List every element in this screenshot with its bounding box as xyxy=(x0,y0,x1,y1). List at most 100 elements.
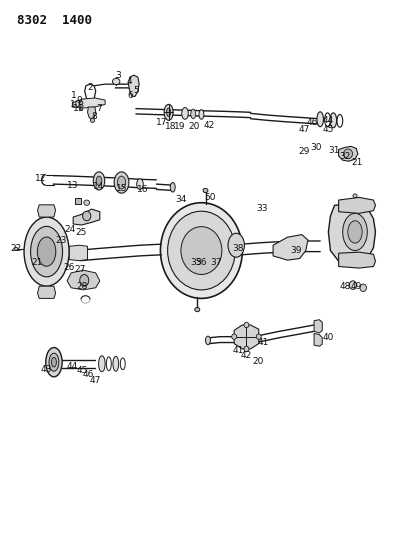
Text: 36: 36 xyxy=(196,259,207,267)
Text: 35: 35 xyxy=(190,258,201,266)
Text: 40: 40 xyxy=(323,333,334,342)
Ellipse shape xyxy=(199,110,204,119)
Text: 15: 15 xyxy=(116,184,127,193)
Ellipse shape xyxy=(168,211,235,290)
Polygon shape xyxy=(73,209,100,225)
Text: 17: 17 xyxy=(155,118,167,127)
Text: 27: 27 xyxy=(74,265,85,274)
Text: 22: 22 xyxy=(11,244,22,253)
Ellipse shape xyxy=(84,200,90,205)
Text: 4: 4 xyxy=(127,77,132,86)
Text: 12: 12 xyxy=(35,174,46,183)
Text: 45: 45 xyxy=(323,125,334,134)
Polygon shape xyxy=(314,320,322,333)
Ellipse shape xyxy=(113,78,120,85)
Ellipse shape xyxy=(182,108,188,119)
Text: 30: 30 xyxy=(310,143,322,152)
Text: 25: 25 xyxy=(75,228,86,237)
Ellipse shape xyxy=(15,247,18,251)
Text: 38: 38 xyxy=(233,245,244,254)
Ellipse shape xyxy=(206,336,210,345)
Ellipse shape xyxy=(137,179,143,189)
Ellipse shape xyxy=(49,353,59,371)
Text: 49: 49 xyxy=(351,282,362,291)
Polygon shape xyxy=(75,198,81,204)
Text: 1: 1 xyxy=(71,91,76,100)
Ellipse shape xyxy=(360,284,367,292)
Text: 33: 33 xyxy=(256,204,268,213)
Ellipse shape xyxy=(344,149,353,159)
Ellipse shape xyxy=(90,118,95,123)
Ellipse shape xyxy=(99,356,105,372)
Polygon shape xyxy=(339,252,376,268)
Ellipse shape xyxy=(79,104,83,108)
Text: 46: 46 xyxy=(83,370,94,379)
Text: 19: 19 xyxy=(174,122,185,131)
Text: 50: 50 xyxy=(204,193,215,202)
Ellipse shape xyxy=(83,211,91,221)
Polygon shape xyxy=(314,334,322,346)
Ellipse shape xyxy=(203,188,208,192)
Text: 34: 34 xyxy=(175,195,187,204)
Ellipse shape xyxy=(114,172,129,193)
Ellipse shape xyxy=(79,108,83,110)
Text: 31: 31 xyxy=(329,146,340,155)
Text: 13: 13 xyxy=(67,181,78,190)
Text: 28: 28 xyxy=(76,282,88,291)
Ellipse shape xyxy=(24,217,69,286)
Text: 47: 47 xyxy=(298,125,309,134)
Ellipse shape xyxy=(256,334,261,340)
Text: 14: 14 xyxy=(93,182,105,191)
Polygon shape xyxy=(67,270,100,290)
Text: 42: 42 xyxy=(241,351,252,360)
Ellipse shape xyxy=(349,281,357,289)
Polygon shape xyxy=(37,205,55,217)
Text: 29: 29 xyxy=(298,147,309,156)
Text: 23: 23 xyxy=(55,237,67,246)
Polygon shape xyxy=(129,75,139,96)
Text: 20: 20 xyxy=(188,122,200,131)
Polygon shape xyxy=(328,203,376,264)
Text: 5: 5 xyxy=(133,85,139,94)
Text: 11: 11 xyxy=(73,104,85,113)
Polygon shape xyxy=(69,245,88,261)
Ellipse shape xyxy=(181,227,222,274)
Text: 42: 42 xyxy=(203,120,215,130)
Ellipse shape xyxy=(37,237,56,266)
Text: 3: 3 xyxy=(115,70,121,79)
Ellipse shape xyxy=(164,104,173,120)
Ellipse shape xyxy=(170,182,175,192)
Text: 24: 24 xyxy=(65,225,76,234)
Text: 6: 6 xyxy=(127,91,133,100)
Text: 41: 41 xyxy=(257,338,268,347)
Text: 18: 18 xyxy=(165,122,176,131)
Polygon shape xyxy=(88,107,96,119)
Text: 2: 2 xyxy=(87,83,93,92)
Ellipse shape xyxy=(353,194,357,198)
Text: 26: 26 xyxy=(63,263,75,272)
Ellipse shape xyxy=(166,108,171,117)
Ellipse shape xyxy=(160,203,242,298)
Ellipse shape xyxy=(120,358,125,369)
Ellipse shape xyxy=(51,358,56,367)
Polygon shape xyxy=(339,147,358,161)
Text: 16: 16 xyxy=(137,185,149,194)
Ellipse shape xyxy=(337,115,343,127)
Ellipse shape xyxy=(348,221,362,243)
Text: 45: 45 xyxy=(77,366,88,375)
Ellipse shape xyxy=(46,348,62,377)
Ellipse shape xyxy=(118,176,126,189)
Ellipse shape xyxy=(228,233,245,257)
Text: 21: 21 xyxy=(351,158,363,167)
Polygon shape xyxy=(72,98,105,108)
Text: 39: 39 xyxy=(290,246,301,255)
Polygon shape xyxy=(273,235,308,260)
Ellipse shape xyxy=(232,334,237,340)
Text: 20: 20 xyxy=(252,357,263,366)
Ellipse shape xyxy=(113,357,119,371)
Text: 44: 44 xyxy=(67,362,78,371)
Text: 9: 9 xyxy=(76,96,82,105)
Text: 8: 8 xyxy=(91,111,97,120)
Text: 47: 47 xyxy=(89,376,101,385)
Text: 43: 43 xyxy=(41,365,52,374)
